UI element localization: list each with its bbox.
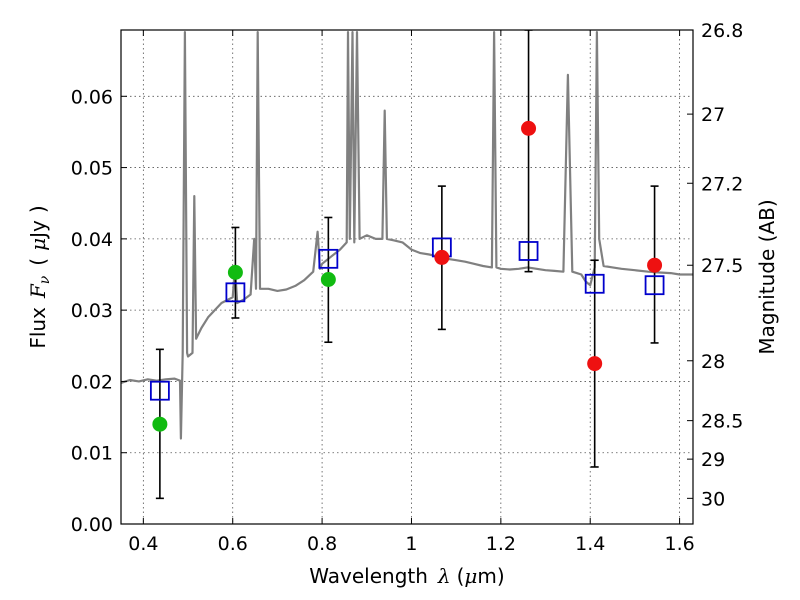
y2-axis-label: Magnitude (AB) (755, 199, 779, 354)
y-tick-label-5: 0.05 (71, 158, 113, 180)
y-tick-label-3: 0.03 (71, 300, 113, 322)
x-tick-label-2: 0.8 (307, 533, 337, 555)
model-point-0 (149, 380, 170, 401)
observed-green-point-1 (227, 264, 243, 280)
y-tick-label-0: 0.00 (71, 514, 113, 536)
grid-lines (121, 30, 693, 524)
x-label-unit-rest: m) (477, 564, 504, 588)
y2-tick-label-3: 27.5 (701, 255, 743, 277)
y2-tick-label-4: 28 (701, 351, 725, 373)
errorbar-layer (155, 30, 659, 500)
y-tick-label-6: 0.06 (71, 86, 113, 108)
x-label-unit-open: ( (457, 564, 465, 588)
x-tick-label-1: 0.6 (218, 533, 248, 555)
x-tick-label-6: 1.6 (664, 533, 694, 555)
y2-tick-label-6: 29 (701, 449, 725, 471)
y-label-main: Flux (26, 307, 50, 349)
spectrum-line (121, 30, 693, 440)
x-ticks: 0.4 0.6 0.8 1 1.2 1.4 1.6 (128, 30, 695, 555)
y-tick-label-1: 0.01 (71, 443, 113, 465)
y2-tick-label-5: 28.5 (701, 411, 743, 433)
observed-red-point-1 (521, 120, 537, 136)
model-points-layer (149, 237, 665, 401)
x-tick-label-3: 1 (405, 533, 417, 555)
observed-red-point-3 (647, 257, 663, 273)
x-label-main: Wavelength (309, 564, 428, 588)
observed-green-point-0 (152, 416, 168, 432)
observed-green-point-2 (320, 271, 336, 287)
observed-points-layer (152, 120, 663, 432)
y-tick-label-4: 0.04 (71, 229, 113, 251)
x-tick-label-0: 0.4 (128, 533, 158, 555)
y-label-sub: ν (37, 275, 53, 284)
x-label-symbol: λ (437, 564, 451, 588)
observed-red-point-2 (587, 356, 603, 372)
y-axis-label: Flux Fν ( μJy) (26, 205, 53, 348)
model-point-1 (225, 282, 246, 303)
model-point-6 (644, 275, 665, 296)
y-label-unit-rest: Jy (26, 220, 50, 240)
y2-ticks: 26.8 27 27.2 27.5 28 28.5 29 30 (687, 20, 743, 510)
plot-frame (120, 29, 694, 525)
y2-tick-label-7: 30 (701, 488, 725, 510)
x-axis-label: Wavelength λ (μm) (309, 564, 504, 588)
x-tick-label-4: 1.2 (486, 533, 516, 555)
y2-tick-label-2: 27.2 (701, 173, 743, 195)
model-point-5 (584, 273, 605, 294)
y-ticks: 0.00 0.01 0.02 0.03 0.04 0.05 0.06 (71, 86, 127, 536)
observed-red-point-0 (434, 249, 450, 265)
y-label-unit-open: ( (26, 258, 50, 266)
y-label-symbol: F (26, 283, 50, 299)
model-point-4 (518, 241, 539, 261)
spectrum-layer (121, 30, 693, 440)
y2-tick-label-1: 27 (701, 104, 725, 126)
x-tick-label-5: 1.4 (575, 533, 605, 555)
model-point-2 (318, 248, 339, 269)
y-tick-label-2: 0.02 (71, 371, 113, 393)
y2-tick-label-0: 26.8 (701, 20, 743, 42)
y-label-unit-mu: μ (26, 238, 50, 251)
y-label-unit-close: ) (26, 205, 50, 213)
x-label-unit-mu: μ (464, 564, 477, 588)
